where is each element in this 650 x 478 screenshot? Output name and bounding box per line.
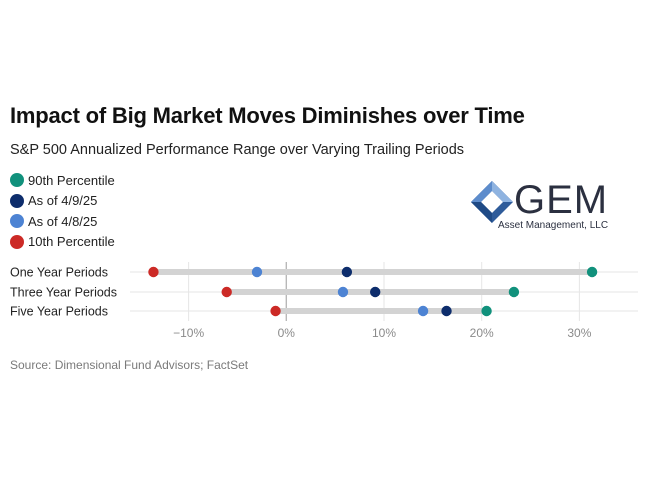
data-point xyxy=(221,286,232,298)
data-point xyxy=(370,286,381,298)
category-label: Five Year Periods xyxy=(10,305,108,319)
legend-marker-10th xyxy=(10,234,24,249)
legend-label-90th: 90th Percentile xyxy=(28,172,115,188)
x-tick-label: 20% xyxy=(470,326,494,340)
data-point xyxy=(341,266,353,278)
legend-label-10th: 10th Percentile xyxy=(28,234,115,250)
legend-marker-90th xyxy=(10,173,24,188)
legend-label-apr8: As of 4/8/25 xyxy=(28,213,98,229)
data-point xyxy=(417,305,429,317)
data-point xyxy=(481,305,492,317)
data-point xyxy=(337,286,349,298)
logo-wordmark: GEM xyxy=(514,178,609,222)
chart-subtitle: S&P 500 Annualized Performance Range ove… xyxy=(10,142,465,158)
legend-marker-apr8 xyxy=(10,214,24,229)
diamond-logo-icon xyxy=(471,181,513,223)
data-point xyxy=(148,266,159,278)
dumbbell-chart: −10% 0% 10% 20% 30% One Year Periods Three Yea… xyxy=(0,258,650,348)
legend-marker-apr9 xyxy=(10,193,24,208)
data-point xyxy=(441,305,452,317)
x-tick-label: 0% xyxy=(278,326,296,340)
chart-title: Impact of Big Market Moves Diminishes ov… xyxy=(10,103,525,128)
legend: 90th Percentile As of 4/9/25 As of 4/8/2… xyxy=(10,170,115,252)
logo-tagline: Asset Management, LLC xyxy=(498,220,609,231)
legend-item-10th: 10th Percentile xyxy=(10,232,115,253)
company-logo: GEM Asset Management, LLC xyxy=(470,178,610,236)
source-note: Source: Dimensional Fund Advisors; FactS… xyxy=(10,358,249,372)
x-tick-label: 30% xyxy=(567,326,591,340)
category-label: Three Year Periods xyxy=(10,286,117,300)
category-label: One Year Periods xyxy=(10,266,108,280)
legend-label-apr9: As of 4/9/25 xyxy=(28,193,98,209)
data-point xyxy=(251,266,263,278)
x-tick-label: 10% xyxy=(372,326,396,340)
legend-item-apr8: As of 4/8/25 xyxy=(10,211,115,232)
chart-svg: −10% 0% 10% 20% 30% One Year Periods Three Yea… xyxy=(10,262,638,340)
data-point xyxy=(508,286,520,298)
legend-item-90th: 90th Percentile xyxy=(10,170,115,191)
legend-item-apr9: As of 4/9/25 xyxy=(10,191,115,212)
data-point xyxy=(270,305,281,317)
x-tick-label: −10% xyxy=(173,326,204,340)
data-point xyxy=(586,266,598,278)
